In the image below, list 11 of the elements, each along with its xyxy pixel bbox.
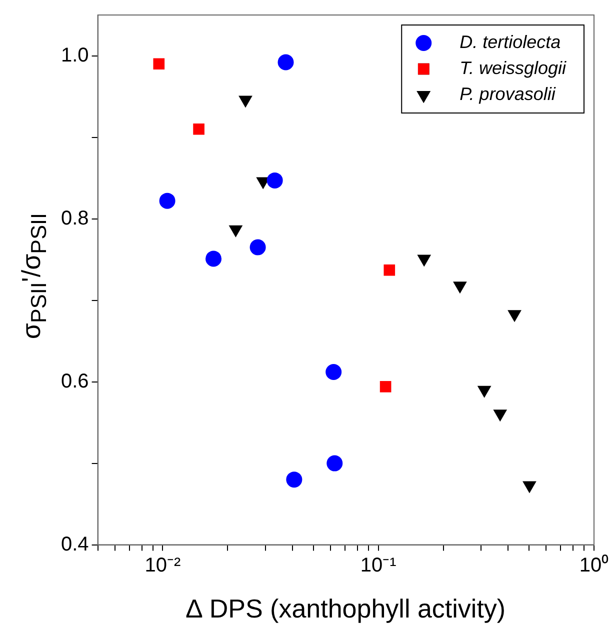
legend-label: D. tertiolecta [460,32,561,52]
y-tick-label: 1.0 [60,44,89,66]
y-tick-label: 0.6 [60,370,89,392]
x-tick-label: 10⁻¹ [360,554,397,576]
x-tick-label: 10⁰ [579,553,609,576]
legend-label: P. provasolii [460,84,556,104]
x-tick-label: 10⁻² [144,554,182,576]
legend-label: T. weissglogii [460,58,567,78]
y-tick-label: 0.8 [60,207,89,230]
y-tick-label: 0.4 [60,533,89,556]
x-axis-title: ∆ DPS (xanthophyll activity) [186,594,506,624]
